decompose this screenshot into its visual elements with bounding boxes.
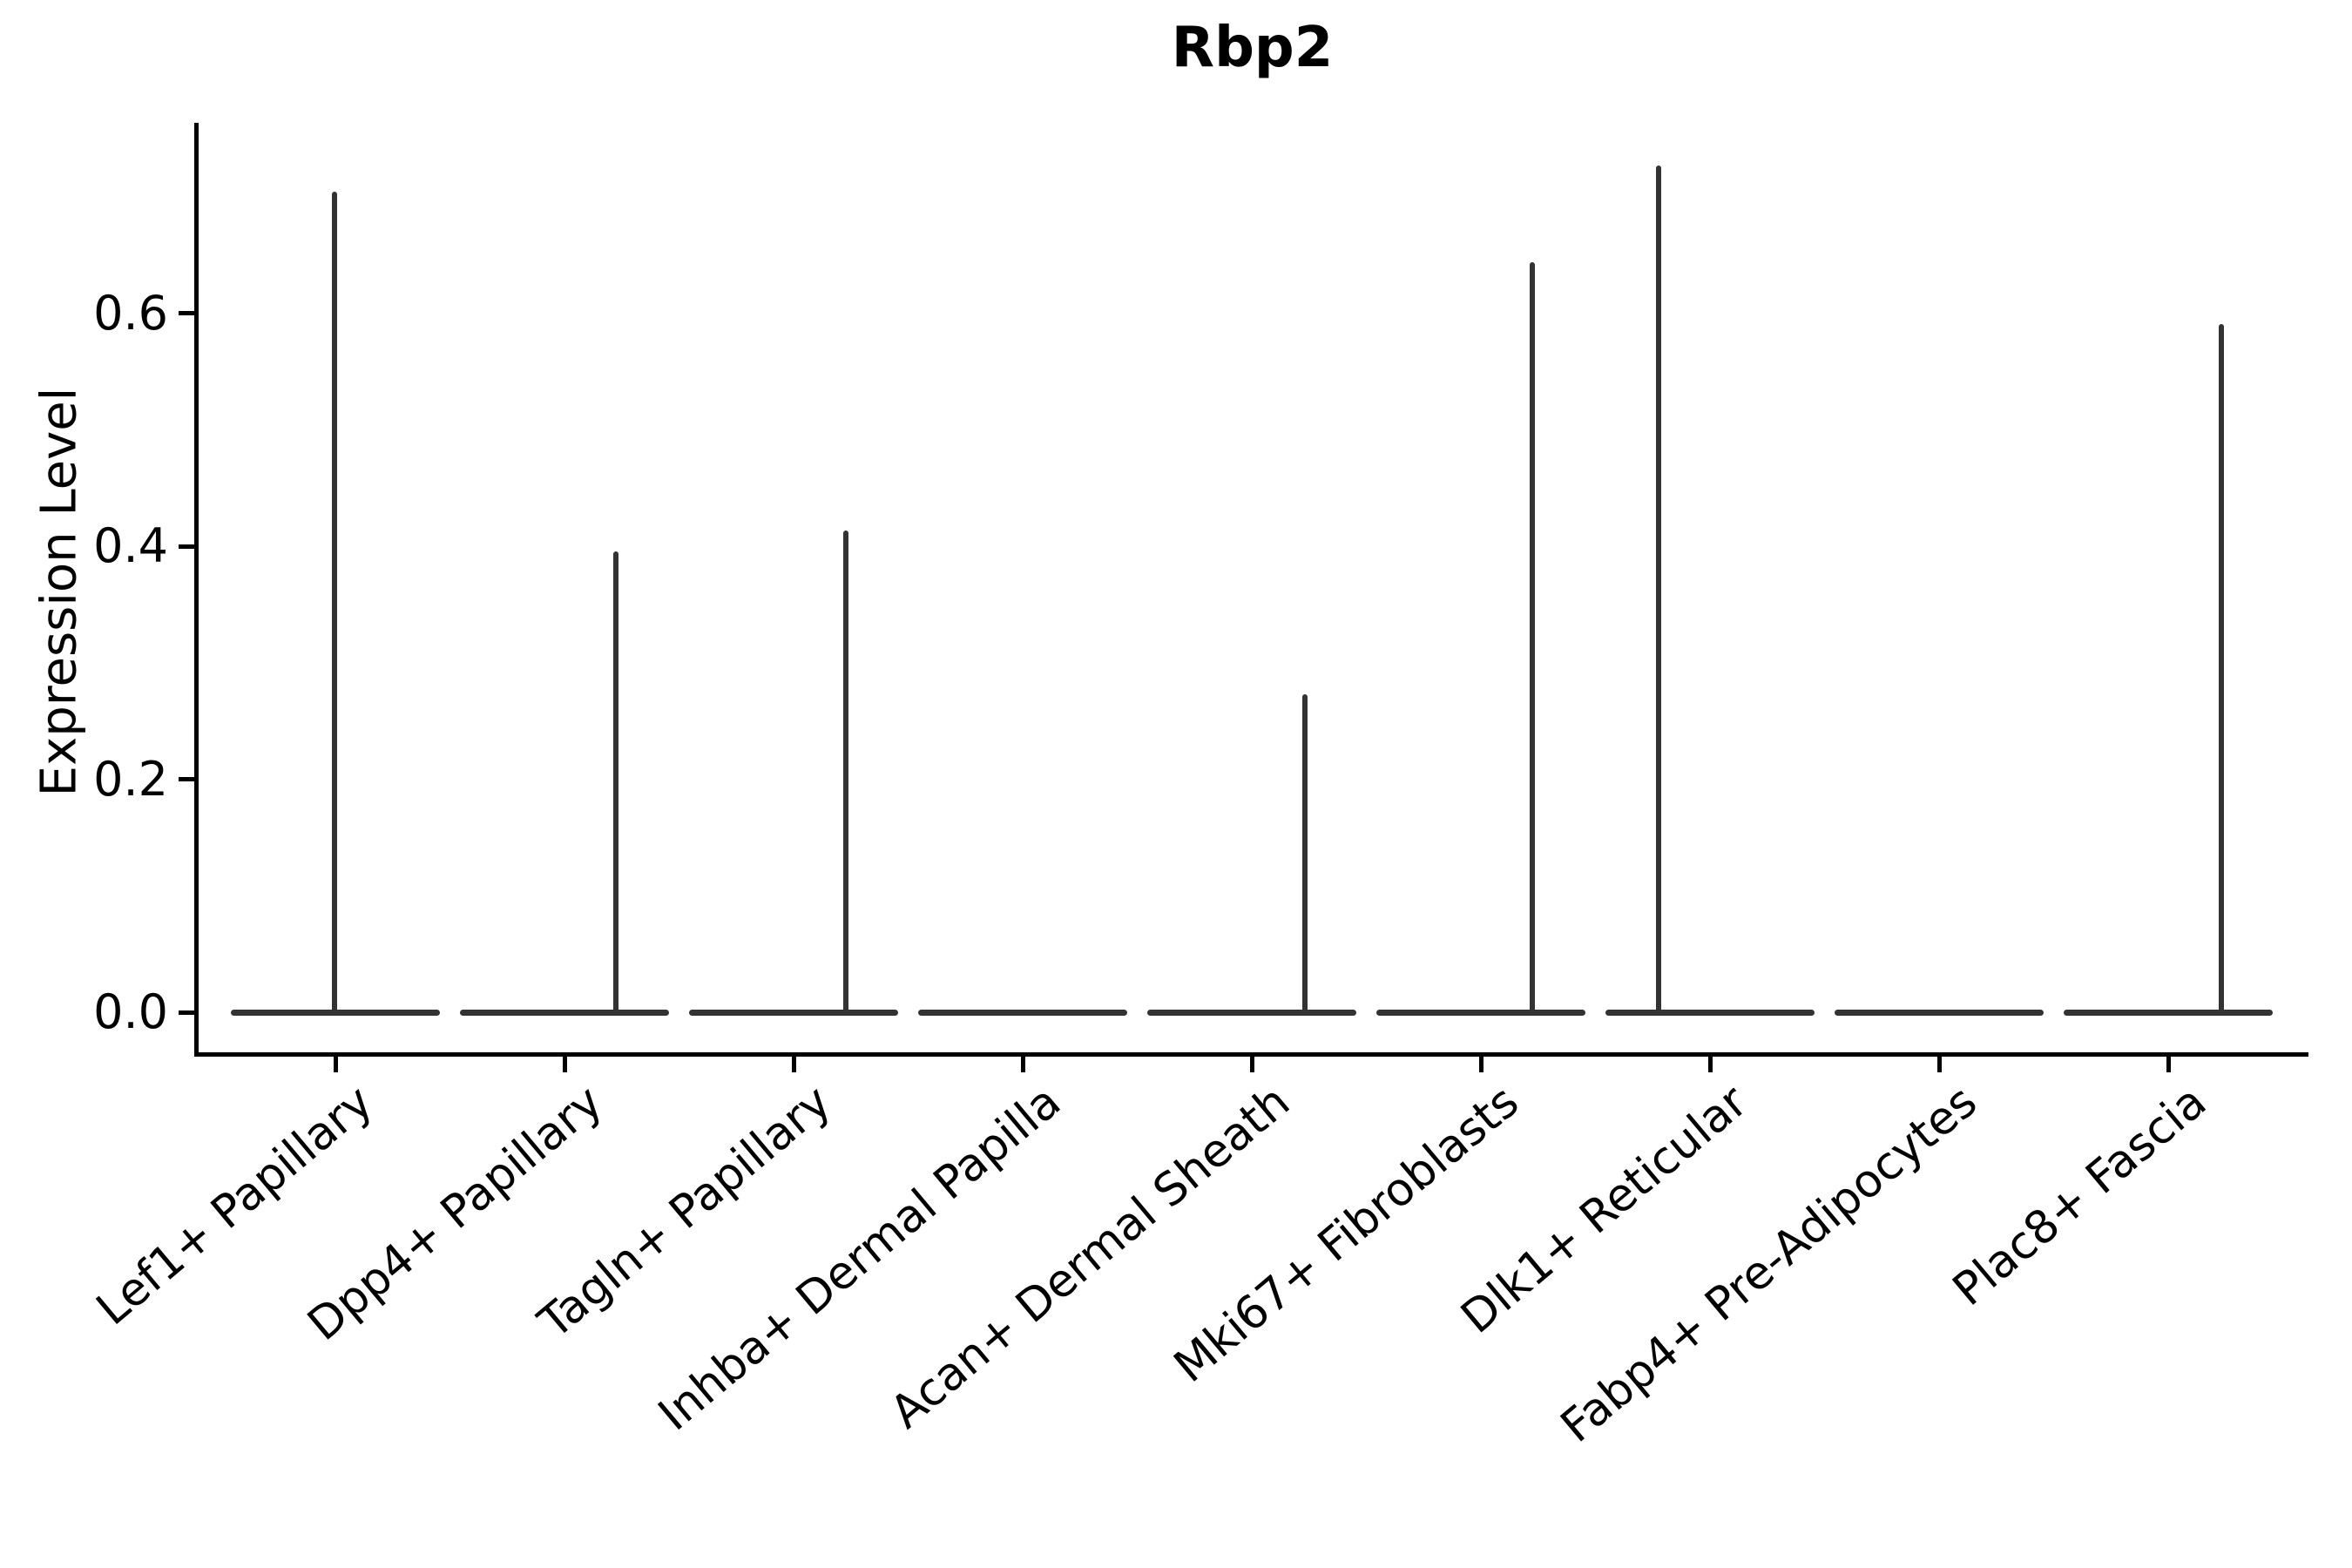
- violin-spike: [332, 191, 337, 1012]
- violin-body: [2064, 1009, 2273, 1016]
- violin-spike: [1530, 262, 1535, 1012]
- y-tick-label: 0.6: [93, 285, 168, 341]
- x-tick-mark: [1020, 1057, 1025, 1072]
- violin-body: [1835, 1009, 2044, 1016]
- x-tick-label: Fabp4+ Pre-Adipocytes: [1551, 1075, 1987, 1453]
- y-axis-spine: [194, 123, 199, 1057]
- y-tick-mark: [179, 777, 194, 782]
- x-tick-mark: [1936, 1057, 1942, 1072]
- violin-body: [918, 1009, 1127, 1016]
- x-tick-mark: [1478, 1057, 1484, 1072]
- x-tick-mark: [333, 1057, 338, 1072]
- violin-spike: [1302, 694, 1308, 1012]
- y-tick-label: 0.2: [93, 751, 168, 807]
- x-tick-mark: [2166, 1057, 2171, 1072]
- x-tick-label: Acan+ Dermal Sheath: [880, 1075, 1300, 1439]
- violin-spike: [613, 551, 618, 1012]
- violin-body: [1605, 1009, 1815, 1016]
- x-tick-label: Inhba+ Dermal Papilla: [648, 1075, 1071, 1442]
- violin-body: [689, 1009, 898, 1016]
- y-tick-mark: [179, 311, 194, 316]
- x-tick-mark: [1249, 1057, 1254, 1072]
- x-tick-mark: [791, 1057, 796, 1072]
- y-tick-label: 0.4: [93, 518, 168, 574]
- y-tick-mark: [179, 544, 194, 549]
- x-tick-mark: [1707, 1057, 1713, 1072]
- violin-body: [231, 1009, 440, 1016]
- y-tick-label: 0.0: [93, 984, 168, 1039]
- y-tick-mark: [179, 1010, 194, 1015]
- chart-title: Rbp2: [1171, 16, 1334, 80]
- violin-spike: [2219, 324, 2224, 1012]
- x-axis-spine: [194, 1052, 2308, 1057]
- violin-body: [1147, 1009, 1356, 1016]
- violin-spike: [843, 530, 848, 1012]
- x-tick-mark: [562, 1057, 567, 1072]
- violin-spike: [1656, 166, 1661, 1012]
- violin-body: [460, 1009, 669, 1016]
- violin-body: [1376, 1009, 1585, 1016]
